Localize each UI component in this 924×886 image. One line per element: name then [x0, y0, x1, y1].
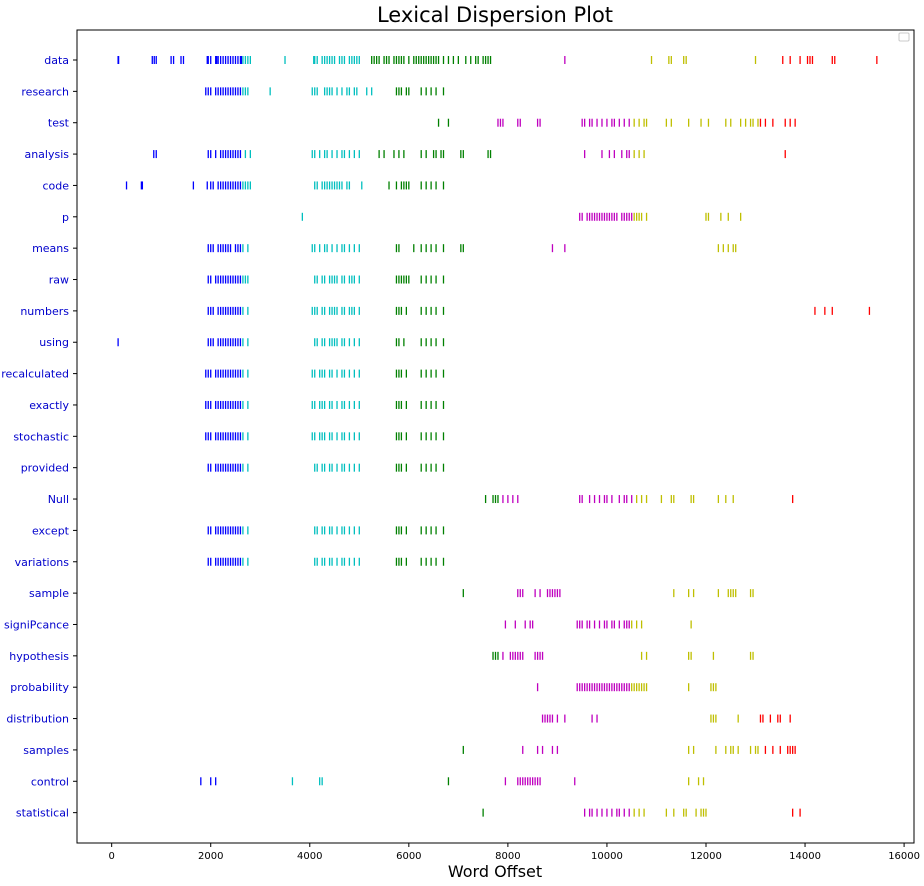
- plot-area: [76, 29, 915, 844]
- legend-box: [898, 32, 910, 42]
- y-tick-label: variations: [15, 556, 70, 569]
- y-tick-label: exactly: [29, 399, 69, 412]
- y-tick-label: control: [31, 775, 69, 788]
- y-tick-label: p: [62, 211, 69, 224]
- y-tick-label: hypothesis: [9, 650, 69, 663]
- y-tick-label: raw: [49, 274, 69, 287]
- x-tick-label: 12000: [690, 851, 722, 862]
- x-axis-label: Word Offset: [448, 862, 542, 881]
- y-tick-label: signiPcance: [4, 618, 69, 631]
- y-axis: data research test analysis code p means raw num…: [1, 54, 77, 820]
- y-tick-label: probability: [10, 681, 69, 694]
- y-tick-label: analysis: [24, 148, 69, 161]
- y-tick-label: code: [42, 179, 69, 192]
- y-tick-label: samples: [23, 744, 69, 757]
- x-axis: 0 2000 4000 6000 8000 10000 12000 14000 16000: [108, 843, 920, 862]
- y-tick-label: provided: [21, 462, 69, 475]
- y-tick-label: numbers: [20, 305, 69, 318]
- y-tick-label: distribution: [6, 713, 69, 726]
- x-tick-label: 16000: [888, 851, 920, 862]
- y-tick-label: sample: [29, 587, 69, 600]
- y-tick-label: means: [32, 242, 69, 255]
- y-tick-label: recalculated: [1, 368, 69, 381]
- x-tick-label: 6000: [396, 851, 421, 862]
- x-tick-label: 0: [108, 851, 114, 862]
- y-tick-label: data: [44, 54, 69, 67]
- y-tick-label: research: [21, 85, 69, 98]
- y-tick-label: Null: [48, 493, 69, 506]
- x-tick-label: 10000: [591, 851, 623, 862]
- y-tick-label: test: [48, 117, 70, 130]
- x-tick-label: 2000: [198, 851, 223, 862]
- dispersion-marks: [117, 56, 878, 817]
- x-tick-label: 14000: [789, 851, 821, 862]
- y-tick-label: using: [39, 336, 69, 349]
- y-tick-label: except: [32, 524, 70, 537]
- x-tick-label: 8000: [495, 851, 520, 862]
- y-tick-label: statistical: [16, 807, 69, 820]
- y-tick-label: stochastic: [13, 430, 69, 443]
- x-tick-label: 4000: [297, 851, 322, 862]
- chart-title: Lexical Dispersion Plot: [377, 3, 613, 27]
